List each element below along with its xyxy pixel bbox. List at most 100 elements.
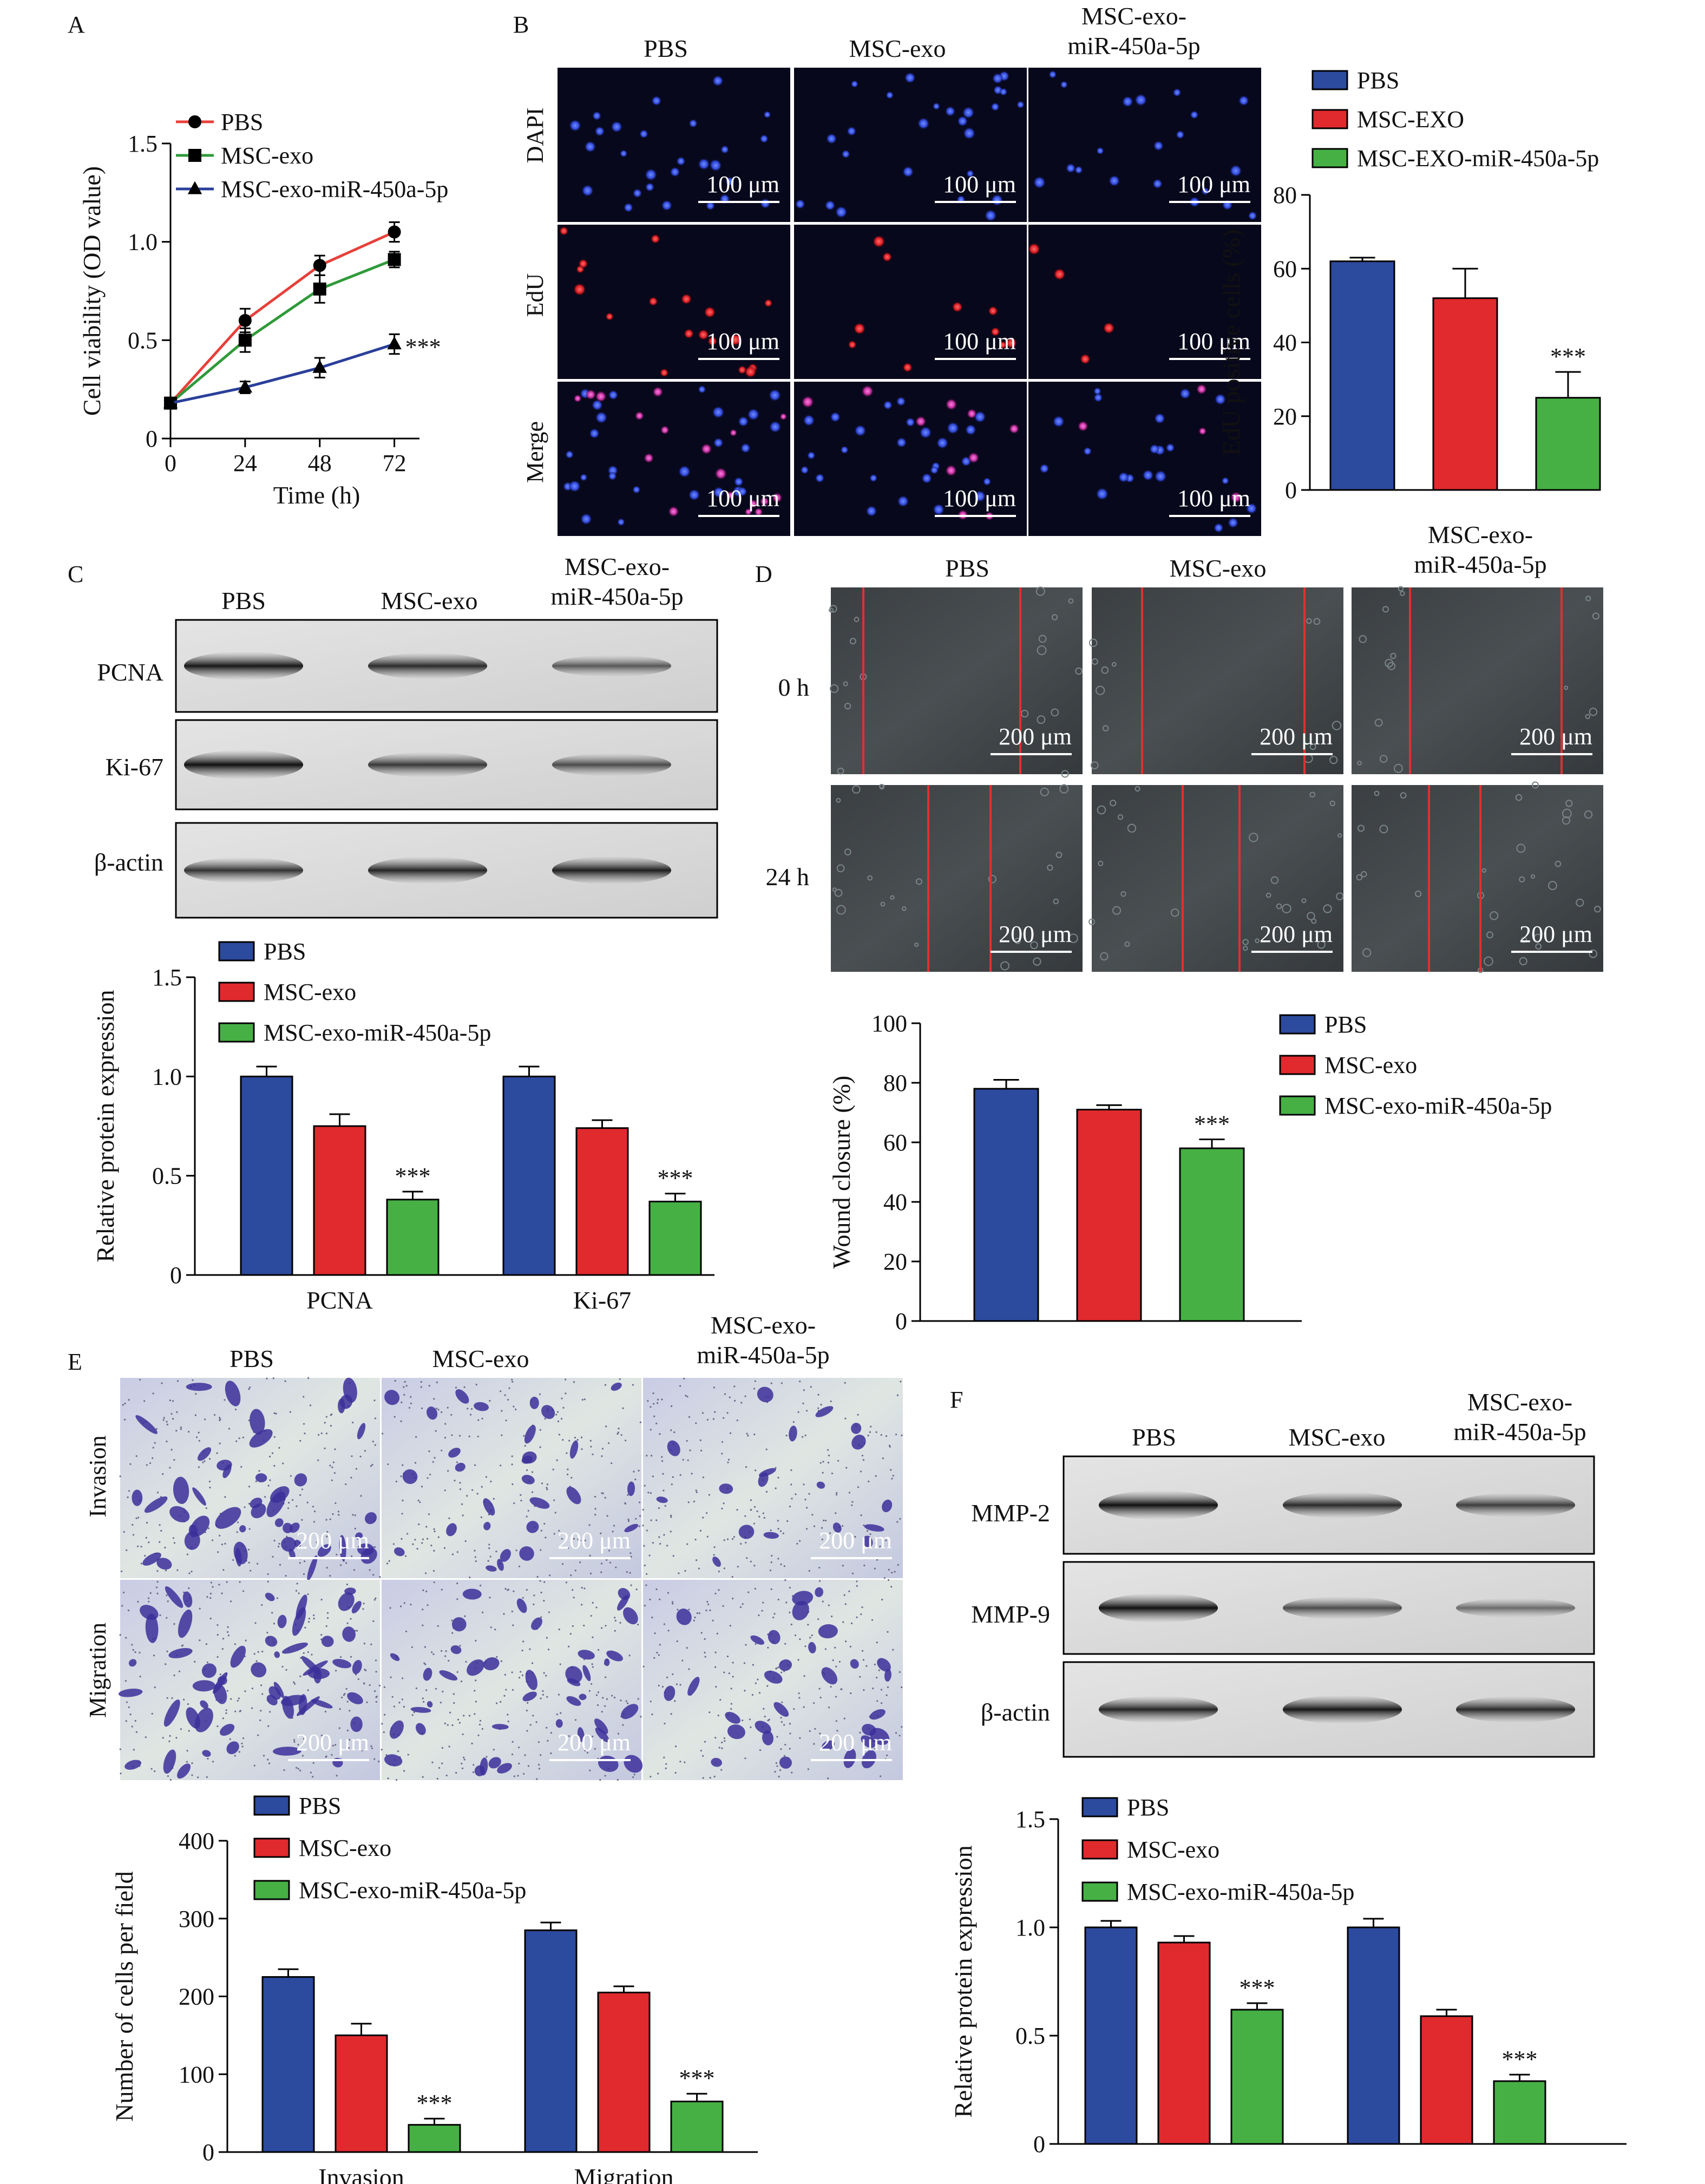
y-tick-label: 0 bbox=[170, 1262, 182, 1289]
membrane-pore bbox=[345, 1483, 347, 1486]
membrane-pore bbox=[212, 1586, 214, 1588]
cell-nucleus bbox=[619, 149, 628, 158]
membrane-pore bbox=[191, 1774, 193, 1776]
membrane-pore bbox=[595, 1606, 598, 1608]
membrane-pore bbox=[198, 1440, 200, 1442]
membrane-pore bbox=[326, 1567, 328, 1569]
membrane-pore bbox=[475, 1383, 477, 1386]
membrane-pore bbox=[437, 1409, 440, 1411]
membrane-pore bbox=[791, 1498, 793, 1500]
membrane-pore bbox=[802, 1402, 804, 1404]
cell-nucleus bbox=[643, 453, 654, 463]
cell-outline bbox=[1270, 876, 1279, 884]
membrane-pore bbox=[727, 1461, 729, 1463]
stained-cell bbox=[792, 1600, 809, 1620]
stained-cell bbox=[566, 1487, 581, 1505]
stained-cell bbox=[762, 1730, 774, 1745]
membrane-pore bbox=[501, 1410, 503, 1412]
stained-cell bbox=[273, 1747, 301, 1756]
membrane-pore bbox=[862, 1459, 865, 1461]
membrane-pore bbox=[862, 1659, 865, 1661]
membrane-pore bbox=[721, 1441, 724, 1443]
membrane-pore bbox=[521, 1649, 523, 1652]
membrane-pore bbox=[242, 1436, 245, 1438]
membrane-pore bbox=[597, 1649, 600, 1651]
membrane-pore bbox=[444, 1423, 447, 1425]
membrane-pore bbox=[724, 1393, 726, 1395]
membrane-pore bbox=[173, 1674, 175, 1677]
cell-outline bbox=[1530, 874, 1536, 879]
membrane-pore bbox=[557, 1420, 560, 1422]
membrane-pore bbox=[378, 1684, 381, 1686]
significance-label: *** bbox=[395, 1163, 431, 1189]
membrane-pore bbox=[170, 1449, 173, 1451]
cell-outline bbox=[849, 638, 856, 645]
membrane-pore bbox=[198, 1431, 200, 1434]
protein-band bbox=[552, 655, 671, 677]
membrane-pore bbox=[526, 1515, 528, 1518]
legend-swatch bbox=[1279, 1095, 1316, 1116]
membrane-pore bbox=[729, 1625, 731, 1627]
membrane-pore bbox=[619, 1378, 621, 1380]
legend-label: MSC-EXO bbox=[1357, 106, 1464, 133]
stained-cell bbox=[582, 1665, 591, 1682]
membrane-pore bbox=[817, 1407, 819, 1409]
stained-cell bbox=[816, 1481, 825, 1489]
y-tick-label: 0 bbox=[202, 2139, 214, 2166]
cell-nucleus bbox=[847, 126, 857, 136]
cell-outline bbox=[1362, 948, 1372, 957]
cell-outline bbox=[1323, 904, 1332, 913]
membrane-pore bbox=[844, 1640, 847, 1643]
stained-cell bbox=[351, 1601, 362, 1614]
membrane-pore bbox=[829, 1532, 831, 1534]
membrane-pore bbox=[845, 1467, 848, 1469]
membrane-pore bbox=[622, 1407, 624, 1409]
membrane-pore bbox=[522, 1640, 524, 1643]
membrane-pore bbox=[653, 1415, 655, 1417]
membrane-pore bbox=[369, 1569, 371, 1571]
membrane-pore bbox=[868, 1480, 870, 1482]
membrane-pore bbox=[324, 1710, 327, 1713]
cell-nucleus bbox=[738, 416, 749, 427]
cell-outline bbox=[852, 785, 861, 794]
cell-outline bbox=[1120, 891, 1126, 897]
membrane-pore bbox=[709, 1711, 711, 1714]
lane-label-pbs: PBS bbox=[1132, 1423, 1176, 1451]
membrane-pore bbox=[536, 1576, 539, 1578]
membrane-pore bbox=[393, 1705, 395, 1708]
membrane-pore bbox=[301, 1755, 304, 1757]
membrane-pore bbox=[435, 1688, 437, 1690]
membrane-pore bbox=[431, 1761, 434, 1763]
membrane-pore bbox=[456, 1582, 458, 1585]
membrane-pore bbox=[279, 1564, 281, 1566]
membrane-pore bbox=[222, 1569, 225, 1571]
membrane-pore bbox=[543, 1581, 546, 1583]
cell-nucleus bbox=[966, 408, 978, 419]
membrane-pore bbox=[335, 1502, 337, 1504]
cell-nucleus bbox=[639, 129, 648, 139]
membrane-pore bbox=[632, 1776, 634, 1778]
membrane-pore bbox=[781, 1701, 783, 1703]
membrane-pore bbox=[434, 1531, 436, 1533]
y-tick-label: 1.0 bbox=[1015, 1914, 1045, 1941]
membrane-pore bbox=[589, 1572, 592, 1575]
membrane-pore bbox=[468, 1715, 471, 1717]
stained-cell bbox=[186, 1707, 201, 1729]
stained-cell bbox=[789, 1426, 797, 1442]
membrane-pore bbox=[865, 1665, 868, 1667]
membrane-pore bbox=[132, 1649, 134, 1651]
membrane-pore bbox=[832, 1659, 834, 1662]
cell-nucleus bbox=[930, 466, 939, 475]
stained-cell bbox=[569, 1440, 579, 1459]
membrane-pore bbox=[666, 1545, 668, 1547]
membrane-pore bbox=[706, 1418, 709, 1421]
cell-nucleus bbox=[1074, 166, 1083, 174]
cell-nucleus bbox=[915, 415, 927, 428]
membrane-pore bbox=[414, 1539, 416, 1541]
membrane-pore bbox=[805, 1528, 808, 1530]
membrane-pore bbox=[247, 1548, 250, 1551]
significance-label: *** bbox=[679, 2065, 715, 2091]
membrane-pore bbox=[678, 1572, 680, 1574]
membrane-pore bbox=[261, 1693, 264, 1695]
column-header-pbs: PBS bbox=[644, 35, 688, 62]
